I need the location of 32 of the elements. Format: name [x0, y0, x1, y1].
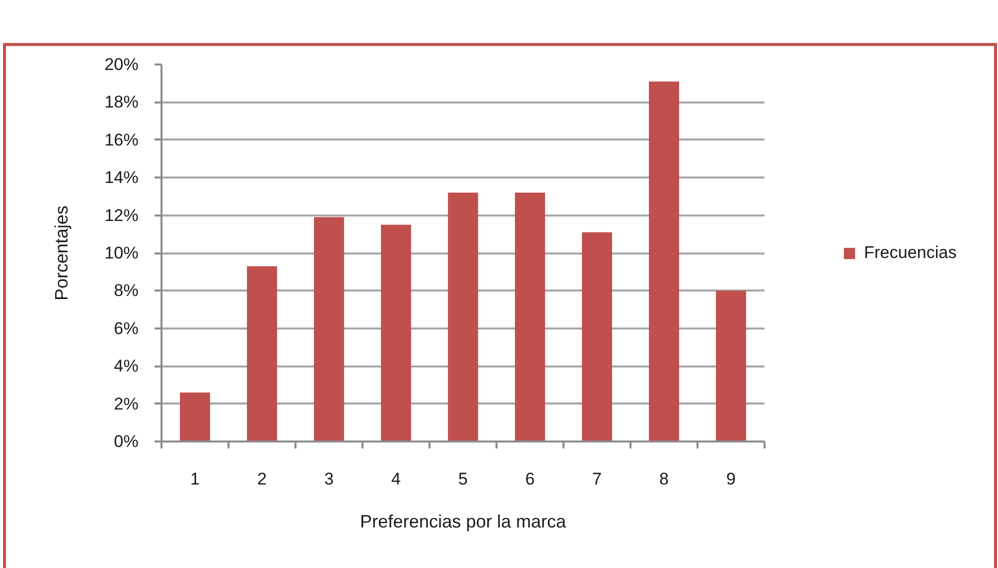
y-tick-label: 20%: [104, 55, 139, 74]
legend-label: Frecuencias: [864, 242, 957, 262]
x-tick-label: 1: [190, 470, 200, 488]
bar: [716, 290, 746, 442]
y-tick-label: 4%: [114, 356, 139, 376]
x-tick-label: 3: [324, 470, 334, 488]
x-tick-label: 9: [726, 470, 736, 488]
y-axis-title: Porcentajes: [51, 205, 72, 301]
y-tick-label: 8%: [114, 281, 139, 300]
x-tick-label: 7: [592, 470, 602, 488]
y-tick-label: 16%: [104, 130, 139, 150]
bar: [448, 192, 478, 442]
y-tick-label: 2%: [114, 394, 139, 414]
y-tick-label: 14%: [104, 168, 139, 188]
y-tick-label: 0%: [114, 432, 139, 451]
y-tick-label: 18%: [104, 92, 139, 112]
bar: [582, 232, 612, 442]
bar: [514, 192, 546, 442]
bar: [380, 224, 412, 442]
y-tick-label: 10%: [104, 244, 139, 262]
x-tick-label: 2: [257, 470, 267, 488]
bar: [246, 266, 278, 442]
y-tick-label: 6%: [114, 318, 139, 338]
x-tick-label: 5: [458, 470, 468, 488]
bar: [180, 392, 210, 442]
x-axis-title: Preferencias por la marca: [360, 512, 568, 532]
bar: [314, 217, 344, 442]
x-tick-label: 4: [391, 470, 401, 488]
x-tick-label: 6: [525, 470, 535, 488]
y-tick-label: 12%: [104, 206, 139, 225]
bar: [648, 81, 680, 442]
x-tick-label: 8: [659, 470, 669, 488]
